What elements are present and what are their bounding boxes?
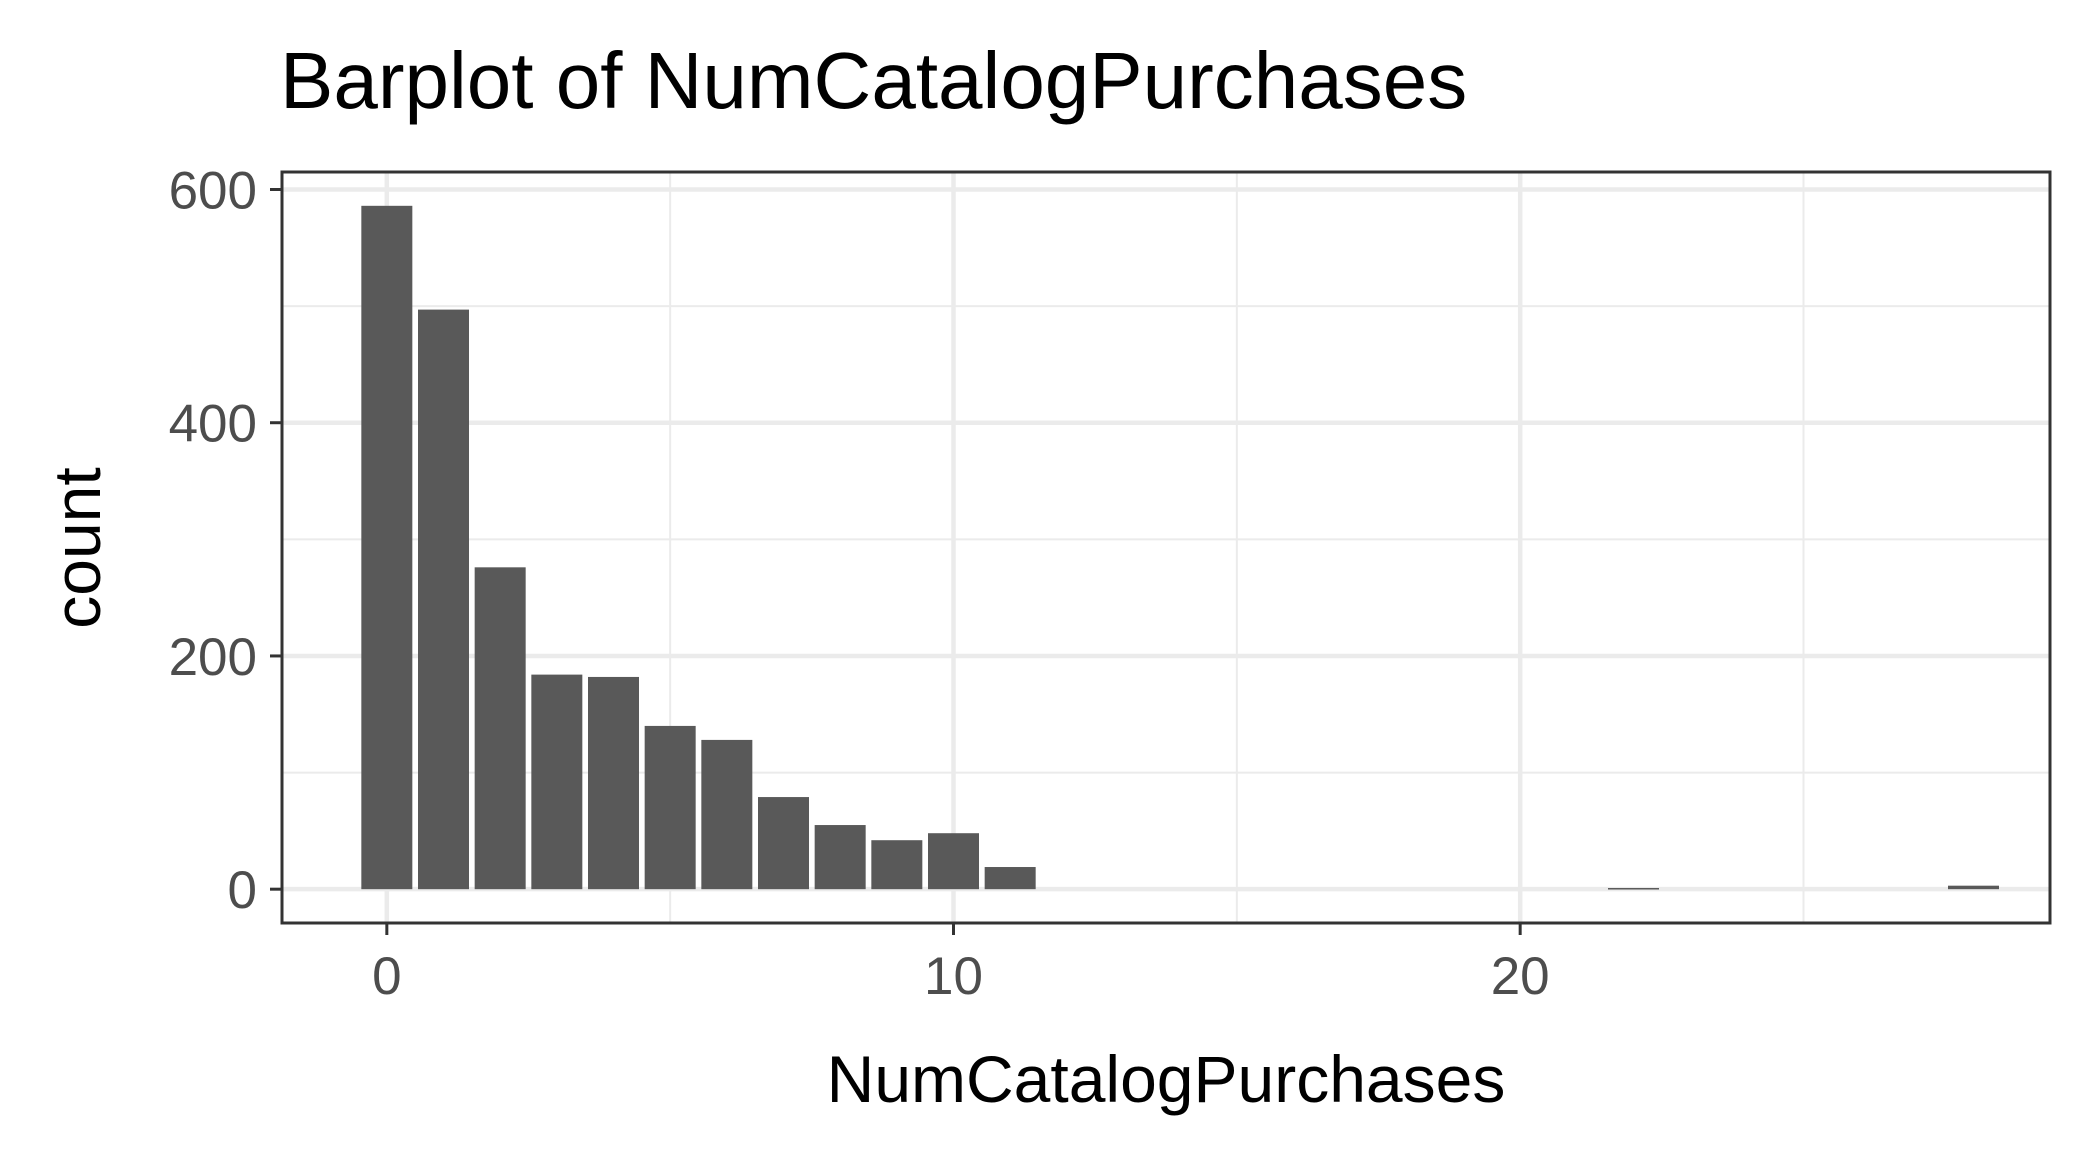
bar (531, 674, 583, 890)
x-tick-label: 10 (924, 947, 983, 1006)
bar (984, 867, 1036, 890)
plot-panel-border (280, 170, 2052, 925)
bar (361, 205, 413, 890)
chart-title: Barplot of NumCatalogPurchases (280, 36, 1467, 125)
x-tick-label: 20 (1491, 947, 1550, 1006)
bar (928, 833, 979, 890)
bar (1948, 885, 1999, 890)
x-tick-label: 0 (372, 947, 401, 1006)
bars (361, 205, 1999, 890)
bar (1608, 888, 1659, 890)
bar (644, 725, 696, 890)
bar (588, 676, 639, 890)
bar (701, 739, 753, 890)
y-tick-label: 0 (228, 861, 257, 920)
bar (418, 309, 469, 890)
bar (871, 840, 923, 890)
bar (758, 797, 809, 890)
y-tick-label: 400 (169, 395, 257, 454)
y-tick-label: 600 (169, 161, 257, 220)
bar (474, 567, 526, 890)
x-axis-label: NumCatalogPurchases (827, 1042, 1506, 1116)
bar (814, 825, 866, 890)
y-axis-label: count (40, 467, 114, 628)
y-tick-label: 200 (169, 628, 257, 687)
